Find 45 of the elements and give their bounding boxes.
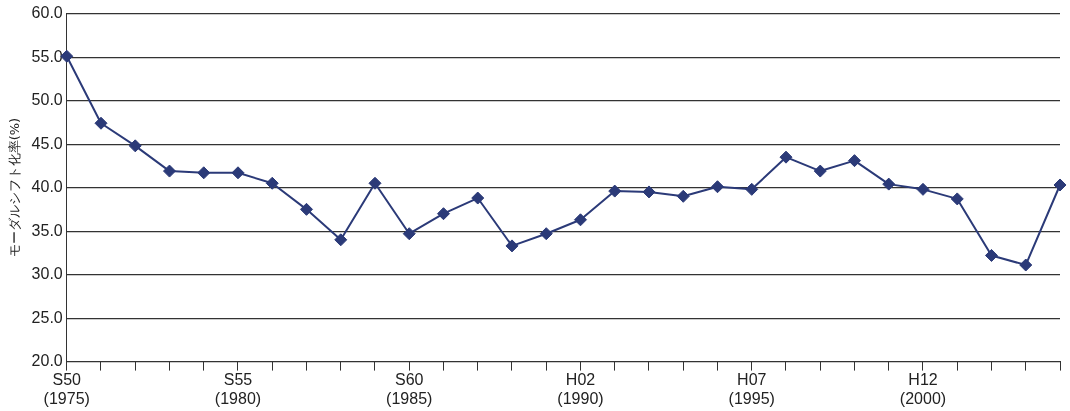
- point: [813, 164, 827, 178]
- point: [539, 227, 553, 241]
- y-tick-label: 60.0: [31, 4, 63, 22]
- y-tick-label: 40.0: [31, 178, 63, 196]
- point: [471, 191, 485, 205]
- point: [916, 182, 930, 196]
- y-tick-label: 50.0: [31, 91, 63, 109]
- point: [779, 150, 793, 164]
- point: [1019, 258, 1033, 272]
- x-tick-label: H02 (1990): [557, 370, 604, 407]
- point: [265, 176, 279, 190]
- point: [985, 248, 998, 262]
- point: [745, 182, 759, 196]
- point: [402, 227, 416, 241]
- point: [950, 192, 964, 206]
- y-tick-label: 35.0: [31, 221, 63, 239]
- point: [676, 189, 690, 203]
- x-tick-label: H12 (2000): [899, 370, 947, 407]
- point: [711, 180, 724, 194]
- point: [1053, 178, 1067, 192]
- x-tick-label: S60 (1985): [386, 370, 433, 407]
- point: [128, 139, 142, 153]
- point: [94, 116, 108, 130]
- point: [882, 177, 896, 191]
- point: [334, 233, 348, 247]
- x-tick-label: S50 (1975): [43, 370, 90, 407]
- y-tick-label: 20.0: [31, 352, 63, 370]
- y-tick-label: 45.0: [31, 134, 63, 152]
- point: [436, 207, 450, 221]
- y-tick-label: 55.0: [31, 47, 63, 65]
- y-tick-label: 25.0: [31, 308, 63, 326]
- point: [574, 213, 587, 227]
- point: [231, 166, 245, 180]
- x-tick-label: H07 (1995): [728, 370, 775, 407]
- point: [848, 154, 861, 168]
- point: [162, 164, 176, 178]
- y-axis-title: モーダルシフト化率(%): [7, 117, 23, 258]
- point: [505, 239, 519, 253]
- point: [299, 202, 313, 216]
- point: [608, 184, 622, 198]
- point: [642, 185, 656, 199]
- point: [368, 176, 382, 190]
- x-tick-label: S55 (1980): [214, 370, 262, 407]
- y-tick-label: 30.0: [31, 265, 63, 283]
- point: [197, 166, 211, 180]
